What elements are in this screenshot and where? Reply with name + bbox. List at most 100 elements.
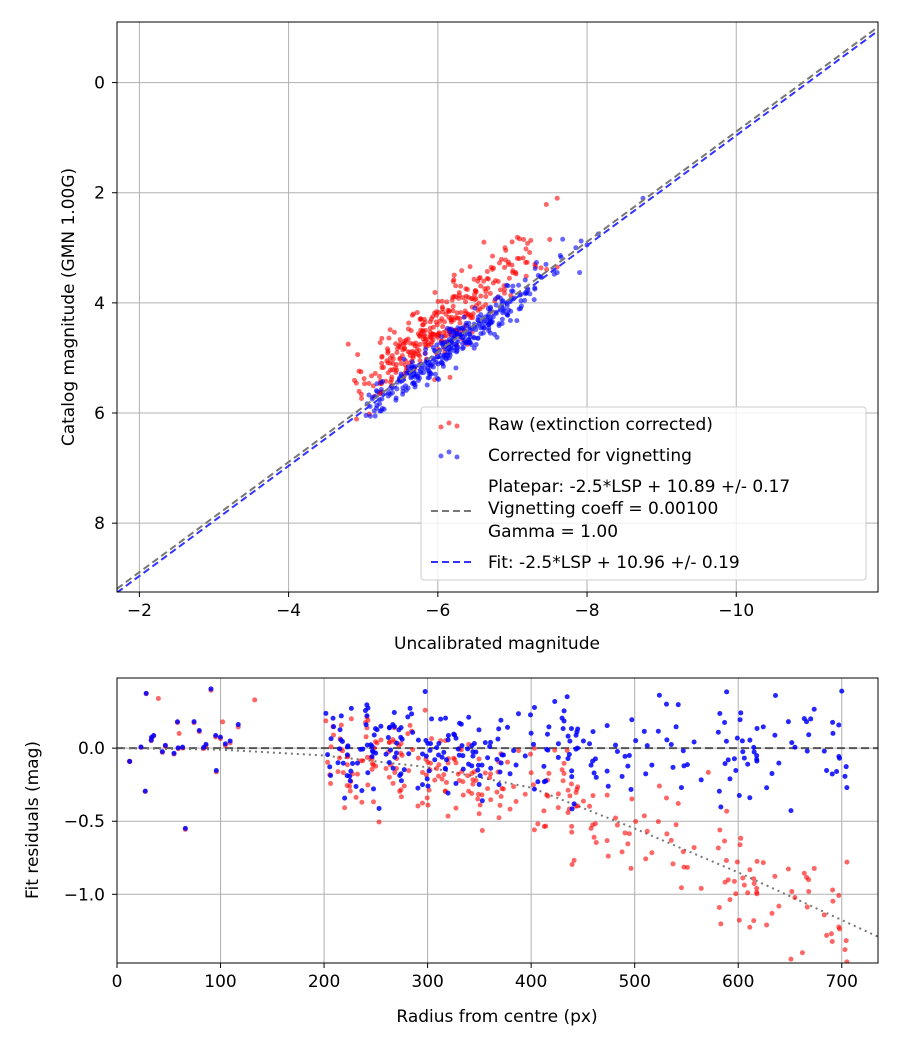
corrected-residual-point [213, 733, 219, 739]
corrected-residual-point [552, 698, 558, 704]
corrected-point [412, 384, 418, 390]
raw-residual-point [559, 767, 565, 773]
corrected-residual-point [569, 774, 575, 780]
raw-point [401, 345, 407, 351]
corrected-point [467, 331, 473, 337]
corrected-residual-point [541, 763, 547, 769]
corrected-residual-point [339, 738, 345, 744]
corrected-residual-point [494, 756, 500, 762]
corrected-residual-point [396, 727, 402, 733]
corrected-residual-point [723, 738, 729, 744]
corrected-residual-point [725, 757, 731, 763]
raw-point [480, 304, 486, 310]
corrected-point [410, 380, 416, 386]
bottom-chart: 0 100 200 300 400 500 600 700 0.0 −0.5 −1.0 Radiu… [23, 677, 879, 1027]
raw-residual-point [323, 718, 329, 724]
corrected-point [409, 365, 415, 371]
raw-residual-point [656, 783, 662, 789]
raw-point [345, 341, 351, 347]
corrected-residual-point [453, 781, 459, 787]
corrected-residual-point [438, 716, 444, 722]
raw-point [453, 315, 459, 321]
raw-residual-point [465, 773, 471, 779]
raw-residual-point [555, 805, 561, 811]
raw-residual-point [731, 878, 737, 884]
corrected-residual-point [751, 749, 757, 755]
raw-point [359, 395, 365, 401]
corrected-residual-point [754, 753, 760, 759]
corrected-residual-point [465, 746, 471, 752]
corrected-point [478, 312, 484, 318]
raw-residual-point [844, 859, 850, 865]
corrected-residual-point [625, 763, 631, 769]
corrected-point [486, 322, 492, 328]
raw-point [484, 268, 490, 274]
raw-residual-point [342, 805, 348, 811]
raw-residual-point [829, 939, 835, 945]
raw-residual-point [336, 755, 342, 761]
corrected-residual-point [619, 773, 625, 779]
corrected-residual-point [644, 743, 650, 749]
raw-residual-point [718, 921, 724, 927]
raw-residual-point [398, 794, 404, 800]
corrected-point [472, 305, 478, 311]
corrected-point [516, 282, 522, 288]
raw-residual-point [546, 770, 552, 776]
corrected-residual-point [527, 712, 533, 718]
corrected-point [371, 408, 377, 414]
corrected-residual-point [754, 756, 760, 762]
corrected-residual-point [663, 701, 669, 707]
raw-residual-point [678, 885, 684, 891]
raw-residual-point [555, 791, 561, 797]
corrected-residual-point [792, 744, 798, 750]
raw-point [521, 237, 527, 243]
top-x-tick-label: −6 [425, 601, 450, 621]
top-x-tick-label: −4 [276, 601, 301, 621]
raw-residual-point [405, 731, 411, 737]
corrected-residual-point [497, 769, 503, 775]
corrected-point [379, 396, 385, 402]
legend-platepar-label-1: Platepar: -2.5*LSP + 10.89 +/- 0.17 [488, 477, 790, 497]
raw-residual-point [515, 748, 521, 754]
corrected-residual-point [614, 748, 620, 754]
raw-residual-point [386, 774, 392, 780]
corrected-residual-point [588, 762, 594, 768]
raw-residual-point [626, 831, 632, 837]
raw-residual-point [155, 695, 161, 701]
raw-residual-point [604, 792, 610, 798]
corrected-residual-point [628, 786, 634, 792]
corrected-residual-point [727, 776, 733, 782]
corrected-residual-point [511, 748, 517, 754]
raw-residual-point [436, 773, 442, 779]
raw-residual-point [347, 788, 353, 794]
corrected-residual-point [737, 717, 743, 723]
raw-residual-point [844, 959, 850, 963]
corrected-residual-point [325, 752, 331, 758]
corrected-residual-point [513, 762, 519, 768]
corrected-residual-point [335, 760, 341, 766]
corrected-residual-point [507, 771, 513, 777]
corrected-point [531, 297, 537, 303]
raw-point [358, 391, 364, 397]
corrected-point [461, 314, 467, 320]
raw-residual-point [736, 917, 742, 923]
bottom-plot-area [117, 678, 878, 963]
raw-point [417, 317, 423, 323]
corrected-point [422, 351, 428, 357]
raw-residual-point [535, 821, 541, 827]
raw-residual-point [811, 865, 817, 871]
raw-residual-point [369, 761, 375, 767]
corrected-residual-point [574, 729, 580, 735]
raw-residual-point [806, 888, 812, 894]
raw-point [427, 325, 433, 331]
raw-residual-point [785, 866, 791, 872]
corrected-residual-point [392, 754, 398, 760]
raw-residual-point [751, 881, 757, 887]
corrected-point [460, 344, 466, 350]
raw-point [463, 299, 469, 305]
raw-residual-point [724, 808, 730, 814]
raw-residual-point [487, 775, 493, 781]
corrected-residual-point [496, 726, 502, 732]
raw-residual-point [353, 794, 359, 800]
raw-point [362, 381, 368, 387]
